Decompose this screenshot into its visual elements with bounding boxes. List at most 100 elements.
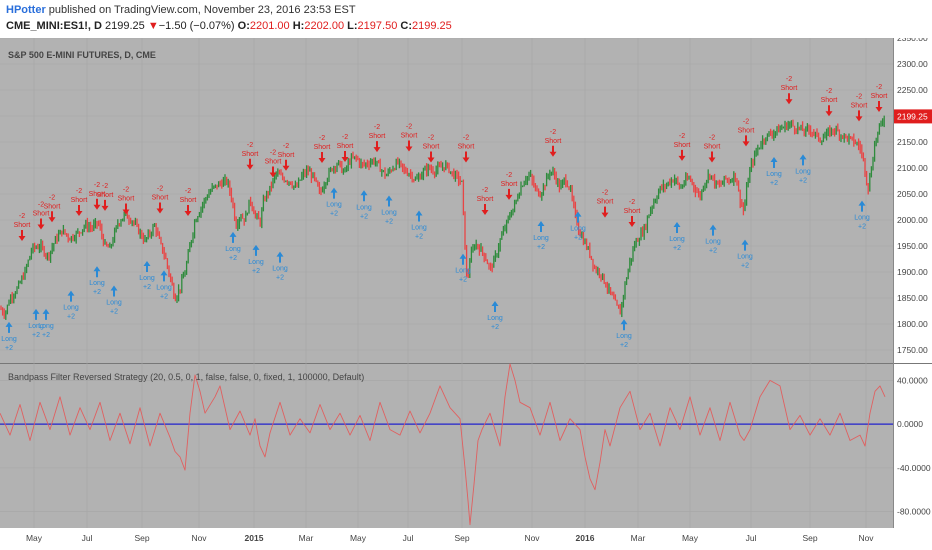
- long-qty-label: +2: [459, 277, 467, 284]
- long-qty-label: +2: [67, 314, 75, 321]
- low-value: 2197.50: [357, 20, 398, 32]
- long-signal: Long +2: [669, 222, 685, 252]
- short-text-label: Short: [674, 142, 691, 149]
- short-qty-label: -2: [463, 134, 469, 141]
- short-signal: -2 Short: [674, 133, 691, 161]
- short-arrow-icon: [246, 158, 254, 170]
- long-signal: Long +2: [248, 244, 264, 275]
- price-axis[interactable]: 2350.002300.002250.002200.002150.002100.…: [894, 38, 932, 355]
- price-tick-label: 2300.00: [897, 59, 928, 69]
- long-signal: Long +2: [455, 253, 471, 284]
- long-text-label: Long: [106, 299, 122, 306]
- long-arrow-icon: [42, 308, 50, 320]
- short-signal: -2 Short: [501, 172, 518, 200]
- symbol-label: CME_MINI:ES1!, D: [6, 20, 102, 32]
- short-signal: -2 Short: [97, 183, 113, 211]
- short-text-label: Short: [597, 199, 614, 206]
- long-arrow-icon: [770, 157, 778, 168]
- short-qty-label: -2: [19, 213, 25, 220]
- short-qty-label: -2: [342, 134, 348, 141]
- short-arrow-icon: [341, 150, 349, 162]
- long-qty-label: +2: [709, 248, 717, 255]
- short-qty-label: -2: [743, 118, 749, 125]
- long-text-label: Long: [455, 268, 471, 275]
- time-tick-label: 2016: [576, 533, 595, 543]
- long-qty-label: +2: [110, 308, 118, 315]
- long-arrow-icon: [160, 270, 168, 282]
- short-signal: -2 Short: [851, 93, 868, 122]
- short-signal: -2 Short: [458, 134, 474, 163]
- long-qty-label: +2: [229, 255, 237, 262]
- short-signal: -2 Short: [871, 84, 887, 113]
- short-signal: -2 Short: [423, 134, 439, 163]
- chart-canvas[interactable]: -2 Short -2 Short -2 Short -2 Short -2 Short -2 Sho…: [0, 38, 932, 550]
- long-signal: Long +2: [854, 200, 870, 231]
- author-link[interactable]: HPotter: [6, 4, 46, 16]
- price-tick-label: 1750.00: [897, 345, 928, 355]
- short-arrow-icon: [373, 141, 381, 153]
- long-text-label: Long: [139, 275, 155, 282]
- long-signal: Long +2: [272, 251, 288, 282]
- long-qty-label: +2: [799, 177, 807, 184]
- short-arrow-icon: [18, 230, 26, 241]
- long-text-label: Long: [737, 254, 753, 261]
- long-arrow-icon: [385, 195, 393, 207]
- long-arrow-icon: [330, 187, 338, 199]
- long-text-label: Long: [326, 202, 342, 209]
- long-arrow-icon: [415, 210, 423, 222]
- short-text-label: Short: [369, 133, 386, 140]
- oscillator-axis[interactable]: 40.0000 0.0000 -40.0000 -80.0000: [897, 375, 931, 516]
- short-signal: -2 Short: [369, 124, 386, 153]
- high-label: H:: [292, 20, 305, 32]
- time-tick-label: Mar: [299, 533, 314, 543]
- short-signal: -2 Short: [152, 185, 168, 214]
- change-value: −1.50 (−0.07%): [158, 20, 235, 32]
- long-text-label: Long: [1, 336, 17, 343]
- short-qty-label: -2: [406, 124, 412, 131]
- short-arrow-icon: [678, 149, 686, 161]
- time-axis[interactable]: May Jul Sep Nov 2015 Mar May Jul Sep Nov 2016 Mar Ma…: [26, 533, 874, 543]
- short-signal: -2 Short: [265, 150, 281, 178]
- long-arrow-icon: [709, 224, 717, 236]
- price-tick-label: 2050.00: [897, 189, 928, 199]
- short-signal: -2 Short: [314, 135, 330, 163]
- short-signal: -2 Short: [781, 76, 797, 105]
- long-signal: Long +2: [63, 290, 79, 321]
- short-arrow-icon: [742, 135, 750, 147]
- long-qty-label: +2: [491, 324, 499, 331]
- long-arrow-icon: [229, 231, 237, 243]
- close-value: 2199.25: [411, 20, 452, 32]
- short-qty-label: -2: [270, 150, 276, 157]
- time-tick-label: Jul: [403, 533, 414, 543]
- short-text-label: Short: [851, 102, 868, 109]
- short-text-label: Short: [501, 181, 518, 188]
- long-signal: Long +2: [106, 285, 122, 315]
- osc-tick-label: 40.0000: [897, 375, 928, 385]
- price-tick-label: 1850.00: [897, 293, 928, 303]
- short-text-label: Short: [738, 127, 755, 134]
- long-signal: Long +2: [737, 239, 753, 270]
- short-qty-label: -2: [185, 188, 191, 195]
- long-qty-label: +2: [537, 244, 545, 251]
- price-tick-label: 2350.00: [897, 38, 928, 43]
- long-qty-label: +2: [620, 342, 628, 349]
- short-arrow-icon: [184, 205, 192, 217]
- long-text-label: Long: [795, 168, 811, 175]
- time-tick-label: Mar: [631, 533, 646, 543]
- short-qty-label: -2: [102, 183, 108, 190]
- short-text-label: Short: [545, 138, 562, 145]
- short-arrow-icon: [156, 202, 164, 214]
- short-qty-label: -2: [679, 133, 685, 140]
- short-signal: -2 Short: [118, 186, 134, 215]
- long-text-label: Long: [854, 215, 870, 222]
- short-arrow-icon: [101, 199, 109, 211]
- long-signal: Long +2: [570, 211, 586, 242]
- short-arrow-icon: [549, 145, 557, 157]
- short-text-label: Short: [337, 143, 354, 150]
- short-qty-label: -2: [76, 188, 82, 195]
- short-text-label: Short: [821, 97, 838, 104]
- short-arrow-icon: [318, 152, 326, 163]
- long-text-label: Long: [89, 280, 105, 287]
- short-qty-label: -2: [157, 185, 163, 192]
- ohlc-line: CME_MINI:ES1!, D 2199.25 ▼−1.50 (−0.07%)…: [6, 20, 452, 32]
